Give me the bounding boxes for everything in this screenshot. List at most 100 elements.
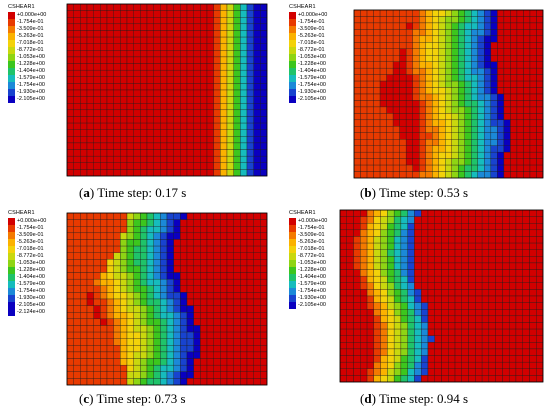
legend-value: -1.930e+00 <box>17 295 45 301</box>
legend-value: -1.053e+00 <box>17 260 45 266</box>
caption-b: (b) Time step: 0.53 s <box>360 185 469 200</box>
caption-c: (c) Time step: 0.73 s <box>79 391 186 406</box>
legend-title: CSHEAR1 <box>289 210 316 216</box>
legend-swatch <box>8 82 15 89</box>
panel-c: CSHEAR1 +0.000e+00 -1.754e-01 -3.509e-01 -5… <box>0 205 275 409</box>
legend-swatch <box>8 281 15 288</box>
legend-swatch <box>8 225 15 232</box>
legend-swatch <box>289 246 296 253</box>
contour-plot-c <box>66 212 268 386</box>
legend-swatch <box>8 54 15 61</box>
legend-swatch <box>8 274 15 281</box>
legend-swatch <box>8 26 15 33</box>
legend-swatch <box>8 89 15 96</box>
legend-value: -3.509e-01 <box>17 232 44 238</box>
legend-swatch <box>289 218 296 225</box>
legend-value: -1.579e+00 <box>298 281 326 287</box>
legend-value: -5.263e-01 <box>298 239 325 245</box>
legend-title: CSHEAR1 <box>289 4 316 10</box>
legend-value: -8.772e-01 <box>298 253 325 259</box>
legend-value: -1.404e+00 <box>17 274 45 280</box>
legend-swatch <box>289 19 296 26</box>
legend-value: -1.053e+00 <box>298 54 326 60</box>
legend-value: -1.754e-01 <box>298 19 325 25</box>
legend-value: -1.404e+00 <box>298 68 326 74</box>
legend-swatch <box>8 232 15 239</box>
legend-value: -1.053e+00 <box>17 54 45 60</box>
legend-value: -1.228e+00 <box>17 267 45 273</box>
legend-swatch <box>8 96 15 103</box>
legend-swatch <box>289 225 296 232</box>
legend-value: -2.105e+00 <box>298 96 326 102</box>
legend-value: -7.018e-01 <box>298 40 325 46</box>
legend-swatch <box>8 253 15 260</box>
legend-swatch <box>289 89 296 96</box>
legend-swatch <box>8 47 15 54</box>
caption-d: (d) Time step: 0.94 s <box>360 391 469 406</box>
legend-value: -1.754e+00 <box>298 82 326 88</box>
legend-swatch <box>8 12 15 19</box>
legend-swatch <box>289 26 296 33</box>
legend-title: CSHEAR1 <box>8 4 35 10</box>
legend-value: -8.772e-01 <box>298 47 325 53</box>
legend-swatch <box>8 33 15 40</box>
legend-swatch <box>8 218 15 225</box>
contour-plot-a <box>66 3 268 177</box>
legend-value: -8.772e-01 <box>17 253 44 259</box>
legend-value: -1.228e+00 <box>298 267 326 273</box>
legend-swatch <box>289 75 296 82</box>
legend-value: -7.018e-01 <box>17 40 44 46</box>
legend-value: -5.263e-01 <box>17 239 44 245</box>
legend-value: -1.754e+00 <box>17 82 45 88</box>
legend-swatch <box>8 302 15 309</box>
legend-swatch <box>8 295 15 302</box>
legend-swatch <box>289 12 296 19</box>
legend-value: -3.509e-01 <box>17 26 44 32</box>
legend-title: CSHEAR1 <box>8 210 35 216</box>
legend-value: -2.105e+00 <box>298 302 326 308</box>
legend-swatch <box>8 309 15 316</box>
legend-value: +0.000e+00 <box>298 12 328 18</box>
legend-value: +0.000e+00 <box>17 12 47 18</box>
legend-value: -1.930e+00 <box>17 89 45 95</box>
legend-swatch <box>289 61 296 68</box>
legend-value: -5.263e-01 <box>17 33 44 39</box>
panel-b: CSHEAR1 +0.000e+00 -1.754e-01 -3.509e-01 -5… <box>275 0 550 205</box>
legend-value: -5.263e-01 <box>298 33 325 39</box>
legend-swatch <box>8 288 15 295</box>
legend-swatch <box>289 260 296 267</box>
legend-value: -1.930e+00 <box>298 295 326 301</box>
legend-value: -3.509e-01 <box>298 26 325 32</box>
legend-value: -2.105e+00 <box>17 302 45 308</box>
legend-swatch <box>289 232 296 239</box>
legend-value: -1.228e+00 <box>17 61 45 67</box>
legend-value: -1.754e-01 <box>17 225 44 231</box>
legend-swatch <box>289 96 296 103</box>
legend-value: -1.754e-01 <box>298 225 325 231</box>
legend-value: -7.018e-01 <box>298 246 325 252</box>
legend-swatch <box>8 61 15 68</box>
legend-value: -2.124e+00 <box>17 309 45 315</box>
legend-swatch <box>8 19 15 26</box>
legend-value: -1.754e+00 <box>17 288 45 294</box>
legend-value: -8.772e-01 <box>17 47 44 53</box>
legend-swatch <box>289 295 296 302</box>
legend-swatch <box>289 40 296 47</box>
legend-value: +0.000e+00 <box>17 218 47 224</box>
legend-swatch <box>289 253 296 260</box>
legend-swatch <box>289 68 296 75</box>
contour-plot-b <box>353 9 544 179</box>
legend-swatch <box>8 260 15 267</box>
legend-swatch <box>8 267 15 274</box>
legend-swatch <box>8 40 15 47</box>
legend-value: -1.579e+00 <box>17 75 45 81</box>
legend-swatch <box>289 82 296 89</box>
legend-value: -1.930e+00 <box>298 89 326 95</box>
panel-a: CSHEAR1 +0.000e+00 -1.754e-01 -3.509e-01 -5… <box>0 0 275 205</box>
legend-value: +0.000e+00 <box>298 218 328 224</box>
legend-value: -2.105e+00 <box>17 96 45 102</box>
legend-value: -1.754e-01 <box>17 19 44 25</box>
legend-swatch <box>8 75 15 82</box>
legend-value: -1.228e+00 <box>298 61 326 67</box>
legend-value: -3.509e-01 <box>298 232 325 238</box>
